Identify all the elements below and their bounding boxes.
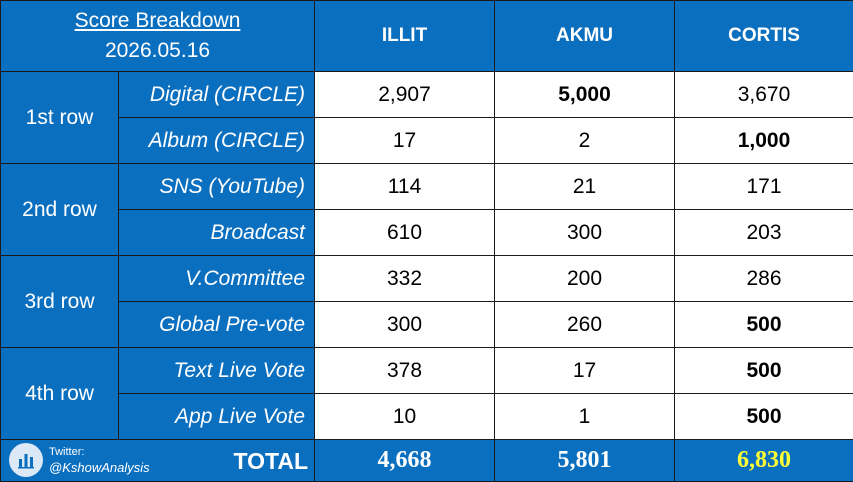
cell-akmu: 200 xyxy=(495,256,675,302)
title-cell: Score Breakdown 2026.05.16 xyxy=(1,1,315,72)
row-label: V.Committee xyxy=(119,256,315,302)
cell-cortis: 3,670 xyxy=(675,72,853,118)
table-row: App Live Vote 10 1 500 xyxy=(1,394,853,440)
cell-cortis: 1,000 xyxy=(675,118,853,164)
table-date: 2026.05.16 xyxy=(1,36,314,66)
group-label-3rd: 3rd row xyxy=(1,256,119,348)
column-header-akmu: AKMU xyxy=(495,1,675,72)
table-row: 3rd row V.Committee 332 200 286 xyxy=(1,256,853,302)
row-label: App Live Vote xyxy=(119,394,315,440)
bar-chart-icon xyxy=(9,443,43,477)
row-label: Text Live Vote xyxy=(119,348,315,394)
cell-akmu: 17 xyxy=(495,348,675,394)
header-row: Score Breakdown 2026.05.16 ILLIT AKMU CO… xyxy=(1,1,853,72)
cell-illit: 300 xyxy=(315,302,495,348)
source-handle: @KshowAnalysis xyxy=(49,460,150,475)
cell-akmu: 5,000 xyxy=(495,72,675,118)
cell-akmu: 300 xyxy=(495,210,675,256)
column-header-illit: ILLIT xyxy=(315,1,495,72)
total-label: TOTAL xyxy=(233,448,308,474)
table-title: Score Breakdown xyxy=(1,6,314,36)
table-row: Broadcast 610 300 203 xyxy=(1,210,853,256)
group-label-2nd: 2nd row xyxy=(1,164,119,256)
table-row: 2nd row SNS (YouTube) 114 21 171 xyxy=(1,164,853,210)
row-label: Album (CIRCLE) xyxy=(119,118,315,164)
group-label-4th: 4th row xyxy=(1,348,119,440)
total-illit: 4,668 xyxy=(315,440,495,482)
total-row: Twitter: @KshowAnalysis TOTAL 4,668 5,80… xyxy=(1,440,853,482)
source-credit: Twitter: @KshowAnalysis xyxy=(49,445,150,475)
cell-akmu: 21 xyxy=(495,164,675,210)
cell-cortis: 500 xyxy=(675,394,853,440)
cell-cortis: 286 xyxy=(675,256,853,302)
table-row: 4th row Text Live Vote 378 17 500 xyxy=(1,348,853,394)
cell-illit: 2,907 xyxy=(315,72,495,118)
row-label: Broadcast xyxy=(119,210,315,256)
cell-illit: 17 xyxy=(315,118,495,164)
cell-akmu: 260 xyxy=(495,302,675,348)
cell-illit: 10 xyxy=(315,394,495,440)
source-logo: Twitter: @KshowAnalysis xyxy=(9,443,150,477)
cell-akmu: 1 xyxy=(495,394,675,440)
total-label-cell: Twitter: @KshowAnalysis TOTAL xyxy=(1,440,315,482)
table-row: Global Pre-vote 300 260 500 xyxy=(1,302,853,348)
column-header-cortis: CORTIS xyxy=(675,1,853,72)
cell-illit: 332 xyxy=(315,256,495,302)
cell-illit: 378 xyxy=(315,348,495,394)
row-label: Global Pre-vote xyxy=(119,302,315,348)
source-line-1: Twitter: xyxy=(49,445,150,460)
cell-illit: 114 xyxy=(315,164,495,210)
row-label: SNS (YouTube) xyxy=(119,164,315,210)
cell-cortis: 500 xyxy=(675,302,853,348)
row-label: Digital (CIRCLE) xyxy=(119,72,315,118)
table-row: 1st row Digital (CIRCLE) 2,907 5,000 3,6… xyxy=(1,72,853,118)
cell-cortis: 171 xyxy=(675,164,853,210)
total-akmu: 5,801 xyxy=(495,440,675,482)
cell-akmu: 2 xyxy=(495,118,675,164)
group-label-1st: 1st row xyxy=(1,72,119,164)
cell-cortis: 203 xyxy=(675,210,853,256)
table-row: Album (CIRCLE) 17 2 1,000 xyxy=(1,118,853,164)
total-cortis: 6,830 xyxy=(675,440,853,482)
cell-illit: 610 xyxy=(315,210,495,256)
cell-cortis: 500 xyxy=(675,348,853,394)
